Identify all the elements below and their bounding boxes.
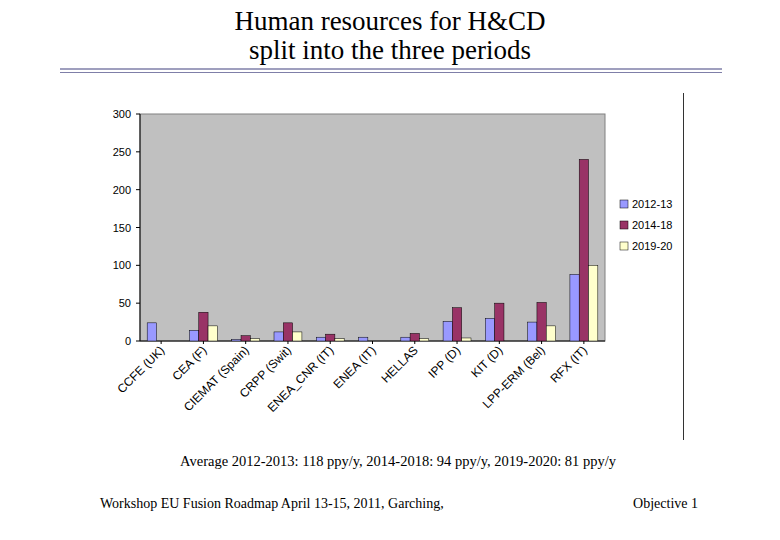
x-tick-label: ENEA (IT) <box>331 343 379 391</box>
x-tick <box>457 341 458 344</box>
x-tick <box>161 341 162 344</box>
x-tick <box>245 341 246 344</box>
x-tick <box>414 341 415 344</box>
bar <box>485 318 494 341</box>
bar <box>504 341 513 342</box>
bar <box>232 339 241 341</box>
bar <box>359 337 368 341</box>
footer-right: Objective 1 <box>633 496 698 511</box>
x-tick-label: KIT (D) <box>468 343 505 380</box>
y-tick-label: 250 <box>113 146 131 158</box>
bar <box>316 337 325 341</box>
legend: 2012-13 2014-18 2019-20 <box>620 198 672 252</box>
y-tick-label: 50 <box>119 297 131 309</box>
bar <box>189 330 198 341</box>
bar <box>410 333 419 341</box>
bar <box>377 341 386 342</box>
bar <box>283 323 292 341</box>
bar <box>166 341 175 342</box>
chart-frame <box>683 93 684 440</box>
annotation: Average 2012-2013: 118 ppy/y, 2014-2018:… <box>180 453 617 469</box>
x-tick-label: IPP (D) <box>426 343 464 381</box>
bar <box>401 337 410 341</box>
legend-label: 2014-18 <box>632 219 672 231</box>
bar <box>452 308 461 341</box>
y-tick <box>136 341 140 342</box>
bar <box>368 341 377 342</box>
y-tick <box>136 303 140 304</box>
y-tick-label: 0 <box>125 335 131 347</box>
bar <box>570 274 579 341</box>
y-tick <box>136 151 140 152</box>
y-tick-label: 200 <box>113 184 131 196</box>
bar <box>579 159 588 341</box>
bar <box>274 332 283 341</box>
title-rule <box>60 72 722 73</box>
bar <box>546 326 555 341</box>
x-tick-label: RFX (IT) <box>548 343 590 385</box>
bar <box>462 338 471 341</box>
y-tick <box>136 189 140 190</box>
y-axis <box>140 114 141 341</box>
bar <box>147 323 156 341</box>
y-tick-label: 150 <box>113 222 131 234</box>
y-tick-label: 300 <box>113 108 131 120</box>
y-tick <box>136 227 140 228</box>
legend-swatch <box>620 200 628 208</box>
x-tick-label: ENEA_CNR (IT) <box>265 343 337 415</box>
x-tick-label: HELLAS <box>378 343 420 385</box>
slide-title: Human resources for H&CD <box>234 6 545 36</box>
x-tick <box>330 341 331 344</box>
bars <box>147 159 598 341</box>
bar <box>241 336 250 341</box>
y-tick <box>136 114 140 115</box>
bar <box>208 326 217 341</box>
x-tick-label: CCFE (UK) <box>114 343 167 396</box>
bar <box>528 322 537 341</box>
legend-swatch <box>620 242 628 250</box>
x-tick <box>541 341 542 344</box>
slide: Human resources for H&CDsplit into the t… <box>0 0 780 540</box>
x-tick-label: LPP-ERM (Bel) <box>480 343 548 411</box>
x-tick-label: CIEMAT (Spain) <box>181 343 252 414</box>
bar <box>335 339 344 341</box>
bar <box>326 334 335 341</box>
bar <box>250 339 259 341</box>
x-tick-label: CEA (F) <box>169 343 209 383</box>
title-rule <box>60 68 722 70</box>
legend-swatch <box>620 221 628 229</box>
plot-area <box>140 114 605 341</box>
x-tick <box>499 341 500 344</box>
bar <box>495 303 504 341</box>
bar <box>293 332 302 341</box>
footer-left: Workshop EU Fusion Roadmap April 13-15, … <box>100 496 444 511</box>
bar <box>589 265 598 341</box>
legend-label: 2019-20 <box>632 240 672 252</box>
bar <box>199 312 208 341</box>
x-tick <box>583 341 584 344</box>
x-tick <box>287 341 288 344</box>
slide-title: split into the three periods <box>249 35 531 65</box>
x-tick <box>372 341 373 344</box>
bar <box>156 341 165 342</box>
bar <box>443 321 452 341</box>
x-tick <box>203 341 204 344</box>
y-tick-label: 100 <box>113 259 131 271</box>
y-tick <box>136 265 140 266</box>
bar <box>419 339 428 341</box>
legend-label: 2012-13 <box>632 198 672 210</box>
bar <box>537 302 546 341</box>
